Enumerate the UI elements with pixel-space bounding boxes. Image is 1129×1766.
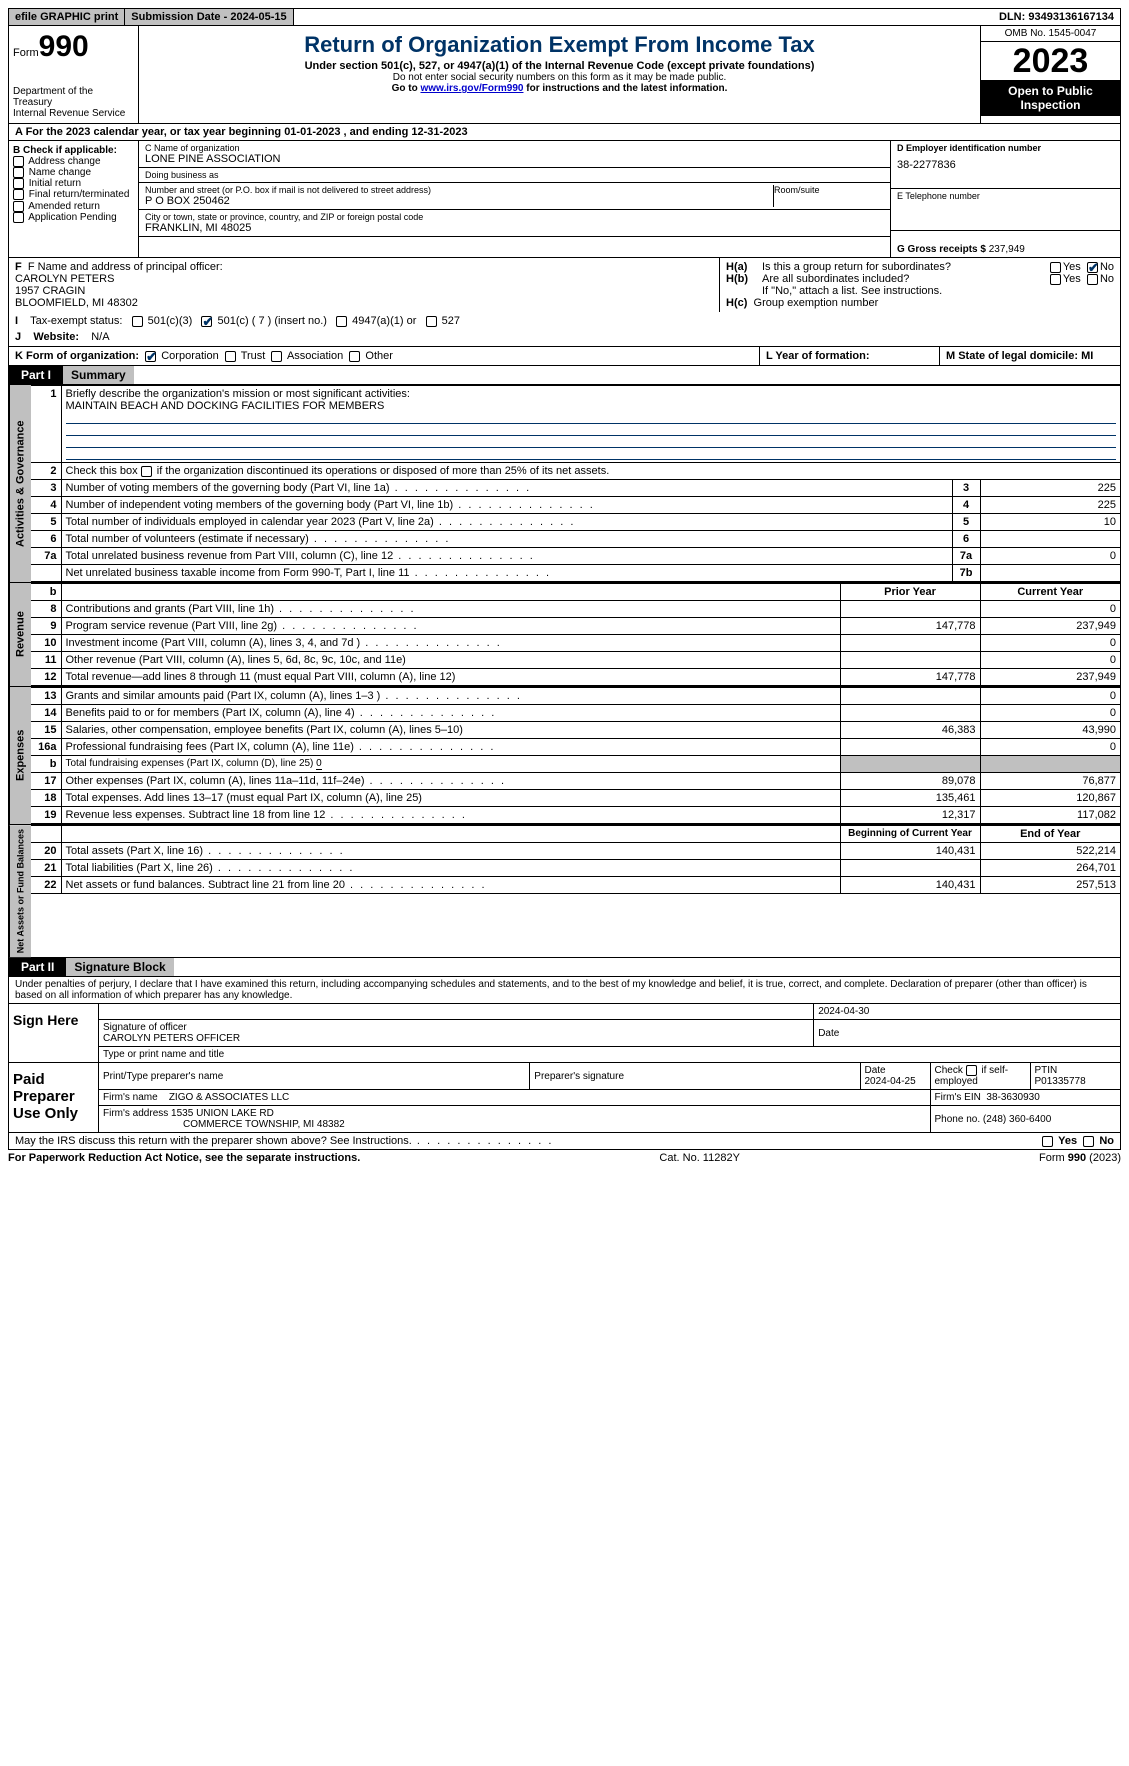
part1-netassets: Net Assets or Fund Balances Beginning of… bbox=[8, 825, 1121, 958]
box-h: H(a)Is this a group return for subordina… bbox=[720, 258, 1120, 312]
dept-label: Department of the Treasury Internal Reve… bbox=[13, 86, 134, 119]
chk-4947[interactable] bbox=[336, 316, 347, 327]
phone-cell: E Telephone number bbox=[891, 189, 1120, 231]
page-footer: For Paperwork Reduction Act Notice, see … bbox=[8, 1150, 1121, 1164]
discuss-row: May the IRS discuss this return with the… bbox=[8, 1133, 1121, 1150]
chk-discontinued[interactable] bbox=[141, 466, 152, 477]
sign-here-label: Sign Here bbox=[9, 1004, 99, 1062]
form-header: Form990 Department of the Treasury Inter… bbox=[8, 26, 1121, 124]
form-subtitle: Under section 501(c), 527, or 4947(a)(1)… bbox=[143, 60, 976, 72]
row-i-j: I Tax-exempt status: 501(c)(3) 501(c) ( … bbox=[8, 312, 1121, 347]
perjury-declaration: Under penalties of perjury, I declare th… bbox=[8, 977, 1121, 1004]
chk-other[interactable] bbox=[349, 351, 360, 362]
chk-hb-yes[interactable] bbox=[1050, 274, 1061, 285]
org-name-cell: C Name of organization LONE PINE ASSOCIA… bbox=[139, 141, 890, 168]
officer-group-row: F F Name and address of principal office… bbox=[8, 257, 1121, 312]
submission-date: Submission Date - 2024-05-15 bbox=[125, 9, 293, 25]
dba-cell: Doing business as bbox=[139, 168, 890, 183]
chk-assoc[interactable] bbox=[271, 351, 282, 362]
chk-self-employed[interactable] bbox=[966, 1065, 977, 1076]
chk-hb-no[interactable] bbox=[1087, 274, 1098, 285]
vlabel-netassets: Net Assets or Fund Balances bbox=[9, 825, 31, 957]
paid-preparer-section: Paid Preparer Use Only Print/Type prepar… bbox=[8, 1063, 1121, 1133]
box-f: F F Name and address of principal office… bbox=[9, 258, 720, 312]
top-bar: efile GRAPHIC print Submission Date - 20… bbox=[8, 8, 1121, 26]
gross-receipts-cell: G Gross receipts $ 237,949 bbox=[891, 231, 1120, 257]
chk-corp[interactable] bbox=[145, 351, 156, 362]
chk-ha-yes[interactable] bbox=[1050, 262, 1061, 273]
dln: DLN: 93493136167134 bbox=[993, 9, 1120, 25]
entity-info-grid: B Check if applicable: Address change Na… bbox=[8, 141, 1121, 257]
chk-501c3[interactable] bbox=[132, 316, 143, 327]
vlabel-governance: Activities & Governance bbox=[9, 385, 31, 582]
address-row: Number and street (or P.O. box if mail i… bbox=[139, 183, 890, 210]
ssn-note: Do not enter social security numbers on … bbox=[143, 72, 976, 83]
omb-number: OMB No. 1545-0047 bbox=[981, 26, 1120, 42]
chk-discuss-no[interactable] bbox=[1083, 1136, 1094, 1147]
chk-address-change[interactable] bbox=[13, 156, 24, 167]
part2-header: Part IISignature Block bbox=[8, 958, 1121, 977]
chk-trust[interactable] bbox=[225, 351, 236, 362]
paid-preparer-label: Paid Preparer Use Only bbox=[9, 1063, 99, 1132]
part1-header: Part ISummary bbox=[8, 366, 1121, 385]
tax-year: 2023 bbox=[981, 42, 1120, 80]
chk-initial-return[interactable] bbox=[13, 178, 24, 189]
efile-label: efile GRAPHIC print bbox=[9, 9, 125, 25]
box-b: B Check if applicable: Address change Na… bbox=[9, 141, 139, 257]
sign-here-section: Sign Here 2024-04-30 Signature of office… bbox=[8, 1004, 1121, 1063]
part1-governance: Activities & Governance 1 Briefly descri… bbox=[8, 385, 1121, 583]
open-inspection: Open to Public Inspection bbox=[981, 80, 1120, 116]
instructions-link-row: Go to www.irs.gov/Form990 for instructio… bbox=[143, 83, 976, 94]
chk-discuss-yes[interactable] bbox=[1042, 1136, 1053, 1147]
vlabel-revenue: Revenue bbox=[9, 583, 31, 686]
chk-amended[interactable] bbox=[13, 201, 24, 212]
chk-501c[interactable] bbox=[201, 316, 212, 327]
chk-name-change[interactable] bbox=[13, 167, 24, 178]
chk-app-pending[interactable] bbox=[13, 212, 24, 223]
part1-revenue: Revenue bPrior YearCurrent Year 8Contrib… bbox=[8, 583, 1121, 687]
form-number: Form990 bbox=[13, 30, 134, 64]
chk-ha-no[interactable] bbox=[1087, 262, 1098, 273]
row-a-period: A For the 2023 calendar year, or tax yea… bbox=[8, 124, 1121, 141]
chk-final-return[interactable] bbox=[13, 189, 24, 200]
instructions-link[interactable]: www.irs.gov/Form990 bbox=[420, 83, 523, 94]
ein-cell: D Employer identification number 38-2277… bbox=[891, 141, 1120, 189]
part1-expenses: Expenses 13Grants and similar amounts pa… bbox=[8, 687, 1121, 825]
vlabel-expenses: Expenses bbox=[9, 687, 31, 824]
row-k-l-m: K Form of organization: Corporation Trus… bbox=[8, 347, 1121, 366]
chk-527[interactable] bbox=[426, 316, 437, 327]
form-title: Return of Organization Exempt From Incom… bbox=[143, 32, 976, 58]
city-cell: City or town, state or province, country… bbox=[139, 210, 890, 237]
